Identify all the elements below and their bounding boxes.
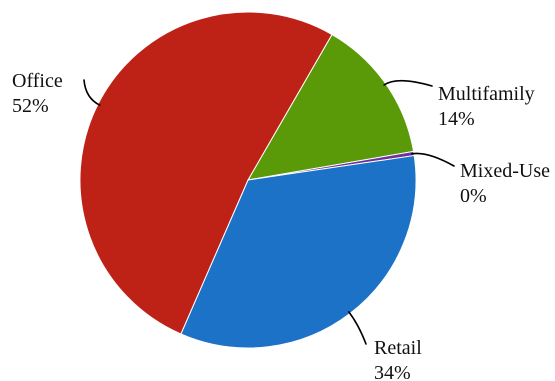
category-label-mixed-use: Mixed-Use [460,160,550,182]
label-group-retail: Retail 34% [374,337,422,381]
pie-slices [79,11,417,349]
value-label-mixed-use: 0% [460,185,487,207]
label-group-mixed-use: Mixed-Use 0% [460,160,550,207]
value-label-multifamily: 14% [438,108,475,130]
leader-line-multifamily [383,79,433,87]
leader-line-office [83,79,101,106]
label-group-multifamily: Multifamily 14% [438,83,535,130]
value-label-office: 52% [12,95,49,117]
leader-line-mixed-use [411,152,455,167]
leader-line-retail [348,311,367,345]
value-label-retail: 34% [374,362,411,381]
leader-lines [83,79,455,345]
category-label-multifamily: Multifamily [438,83,535,105]
category-label-retail: Retail [374,337,422,359]
label-group-office: Office 52% [12,70,63,117]
category-label-office: Office [12,70,63,92]
